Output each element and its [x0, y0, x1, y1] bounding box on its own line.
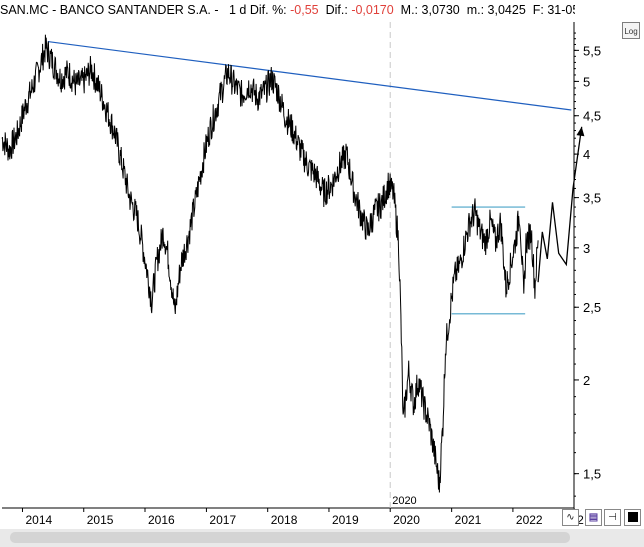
- wave-icon[interactable]: ∿: [562, 509, 579, 526]
- date-label: F:: [532, 3, 544, 17]
- horizontal-scrollbar[interactable]: [10, 532, 570, 543]
- y-tick-label: 5: [583, 74, 590, 89]
- max-value: 3,0730: [421, 3, 460, 17]
- quote-header: SAN.MC - BANCO SANTANDER S.A. - 1 d Dif.…: [0, 0, 575, 20]
- x-tick-label: 2018: [271, 513, 298, 527]
- min-value: 3,0425: [487, 3, 526, 17]
- trendline: [47, 40, 572, 111]
- year-marker-label: 2020: [392, 495, 416, 507]
- price-series-line: [1, 34, 539, 493]
- abs-change-label: Dif.:: [325, 3, 348, 17]
- black-square-icon[interactable]: [624, 509, 641, 526]
- y-tick-label: 3: [583, 241, 590, 256]
- pct-change-value: -0,55: [290, 3, 319, 17]
- y-tick-label: 3,5: [583, 191, 601, 206]
- x-tick-label: 2017: [209, 513, 236, 527]
- x-tick-label: 2014: [25, 513, 52, 527]
- date-value: 31-05-202: [547, 3, 575, 17]
- symbol-label: SAN.MC - BANCO SANTANDER S.A. -: [0, 3, 219, 17]
- log-scale-button[interactable]: Log: [622, 22, 640, 39]
- x-tick-label: 2022: [516, 513, 543, 527]
- projection-arrowhead: [576, 126, 585, 137]
- save-icon[interactable]: ▤: [585, 509, 602, 526]
- abs-change-value: -0,0170: [351, 3, 394, 17]
- pct-change-label: Dif. %:: [249, 3, 287, 17]
- y-tick-label: 2: [583, 373, 590, 388]
- x-tick-label: 2015: [87, 513, 114, 527]
- y-tick-label: 4,5: [583, 109, 601, 124]
- pin-icon[interactable]: ⊣: [604, 509, 621, 526]
- x-tick-label: 2016: [148, 513, 175, 527]
- x-tick-label: 2: [577, 513, 584, 527]
- x-tick-label: 2020: [393, 513, 420, 527]
- max-label: M.:: [400, 3, 419, 17]
- y-tick-label: 4: [583, 147, 590, 162]
- y-tick-label: 2,5: [583, 300, 601, 315]
- y-tick-label: 1,5: [583, 467, 601, 482]
- x-tick-label: 2019: [332, 513, 359, 527]
- min-label: m.:: [466, 3, 485, 17]
- projection-path: [537, 126, 583, 283]
- x-tick-label: 2021: [455, 513, 482, 527]
- y-tick-label: 5,5: [583, 43, 601, 58]
- period-label: 1 d: [228, 3, 247, 17]
